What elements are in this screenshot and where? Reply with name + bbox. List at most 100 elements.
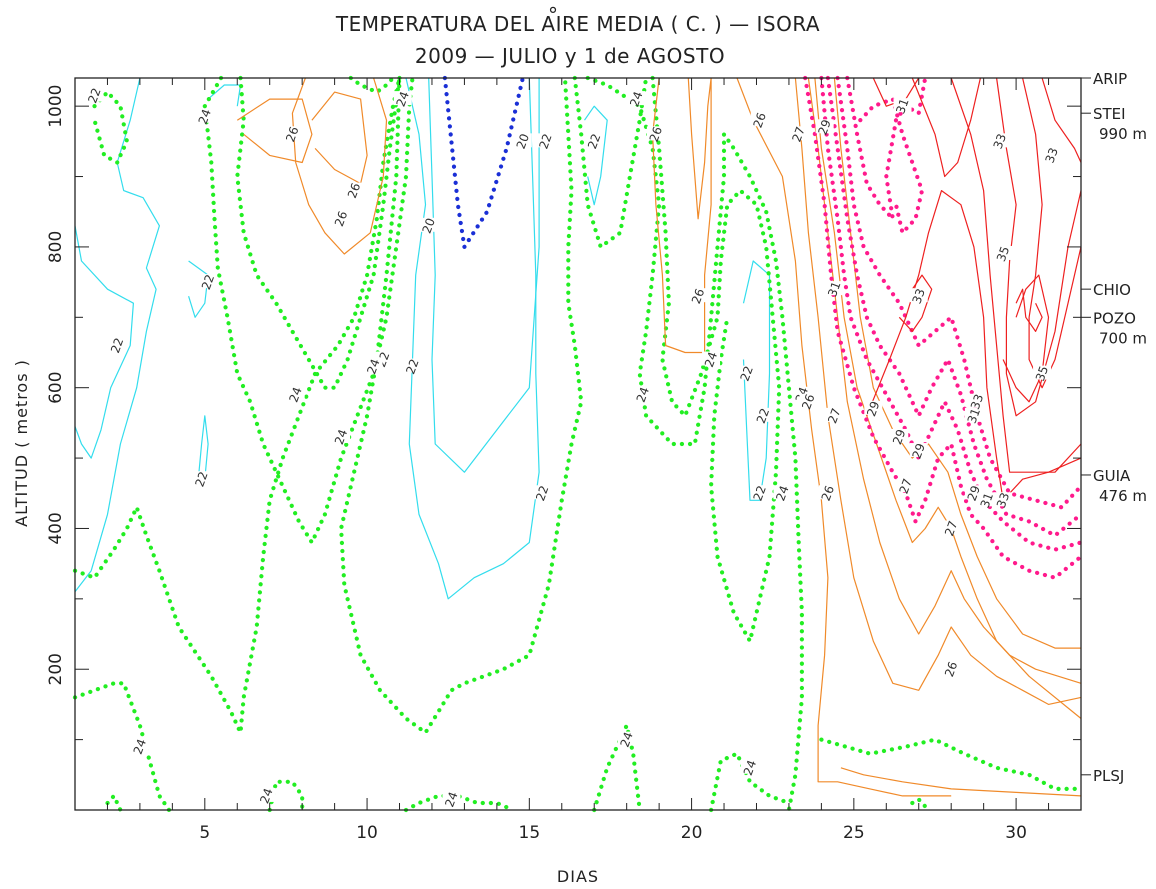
contour-label-20: 26 xyxy=(689,287,707,306)
contour-label-bg-43 xyxy=(964,407,983,422)
contour-label-bg-13 xyxy=(199,274,218,289)
x-tick-label-5: 5 xyxy=(199,823,210,843)
contour-22-8 xyxy=(584,105,608,206)
contour-24-22 xyxy=(585,75,805,813)
contour-27-36 xyxy=(833,77,1081,649)
contour-label-2: 26 xyxy=(283,125,301,144)
contour-label-bg-18 xyxy=(403,358,422,373)
station-name-pozo: POZO xyxy=(1093,309,1136,327)
y-axis-ticks: 200 400 600 800 1000 xyxy=(46,85,1081,741)
contour-label-1: 24 xyxy=(196,107,214,126)
contour-label-bg-17 xyxy=(332,428,351,443)
y-tick-label-800: 800 xyxy=(46,231,66,263)
contour-lines xyxy=(72,75,1084,813)
station-altitude-guia: 476 m xyxy=(1099,487,1147,505)
contour-label-18: 22 xyxy=(403,357,421,376)
contour-label-25: 22 xyxy=(533,484,551,503)
station-name-plsj: PLSJ xyxy=(1093,767,1124,785)
contour-label-bg-5 xyxy=(393,91,412,106)
contour-label-bg-53 xyxy=(257,787,276,802)
contour-label-bg-27 xyxy=(799,393,818,408)
contour-label-23: 22 xyxy=(754,406,772,425)
contour-24-24 xyxy=(708,751,792,813)
station-altitude-pozo: 700 m xyxy=(1099,329,1147,347)
contour-label-33: 29 xyxy=(815,118,833,137)
contour-label-bg-0 xyxy=(85,87,104,102)
contour-label-bg-51 xyxy=(942,661,961,676)
y-tick-label-600: 600 xyxy=(46,371,66,403)
contour-label-bg-29 xyxy=(818,485,837,500)
contour-label-57: 22 xyxy=(192,470,210,489)
contour-31-43 xyxy=(858,96,925,235)
contour-label-bg-46 xyxy=(896,478,915,493)
contour-label-15: 24 xyxy=(364,357,382,376)
plot-frame xyxy=(74,77,1082,811)
contour-label-38: 33 xyxy=(910,287,928,306)
contour-label-45: 35 xyxy=(1033,364,1051,383)
contour-label-0: 22 xyxy=(85,86,103,105)
contour-label-29: 26 xyxy=(819,484,837,503)
contour-label-31: 27 xyxy=(789,125,807,144)
contour-label-12: 22 xyxy=(108,336,126,355)
contour-24-15 xyxy=(235,75,402,390)
contour-label-bg-19 xyxy=(633,386,652,401)
contour-label-bg-23 xyxy=(753,407,772,422)
x-tick-label-25: 25 xyxy=(843,823,865,843)
contour-24-26 xyxy=(910,797,931,813)
x-tick-label-20: 20 xyxy=(681,823,703,843)
contour-label-bg-11 xyxy=(646,126,665,141)
contour-22-1 xyxy=(74,225,134,459)
contour-26-27 xyxy=(236,98,313,164)
contour-label-51: 26 xyxy=(942,660,960,679)
x-tick-label-15: 15 xyxy=(519,823,541,843)
contour-27-35 xyxy=(814,77,1082,719)
contour-label-bg-42 xyxy=(909,443,928,458)
y-tick-label-400: 400 xyxy=(46,512,66,544)
contour-label-bg-57 xyxy=(192,471,211,486)
contour-24-19 xyxy=(339,75,584,735)
contour-22-9 xyxy=(742,260,771,501)
chart-title-line1: TEMPERATURA DEL AIRE MEDIA ( C. ) — ISOR… xyxy=(335,12,820,36)
contour-24-11 xyxy=(72,75,402,735)
contour-20-0 xyxy=(442,75,525,249)
contour-label-bg-10 xyxy=(627,91,646,106)
contour-label-bg-36 xyxy=(1042,147,1061,162)
contour-label-35: 33 xyxy=(991,132,1009,151)
contour-label-42: 29 xyxy=(910,441,928,460)
contour-label-bg-9 xyxy=(585,133,604,148)
contour-label-bg-50 xyxy=(994,492,1013,507)
contour-label-53: 24 xyxy=(257,786,275,805)
station-name-guia: GUIA xyxy=(1093,467,1131,485)
contour-label-56: 24 xyxy=(741,758,759,777)
contour-29-40 xyxy=(825,75,1084,538)
contour-24-10 xyxy=(92,89,130,165)
contour-label-bg-49 xyxy=(977,492,996,507)
contour-label-37: 35 xyxy=(994,244,1012,263)
contour-label-bg-16 xyxy=(286,386,305,401)
contour-label-49: 31 xyxy=(978,491,996,510)
contour-label-bg-44 xyxy=(968,393,987,408)
x-axis-label: DIAS xyxy=(557,867,599,886)
degree-symbol: ° xyxy=(548,3,559,27)
contour-27-37 xyxy=(840,767,1082,797)
contour-26-30 xyxy=(651,77,712,354)
contour-26-31 xyxy=(687,77,712,220)
station-name-chio: CHIO xyxy=(1093,281,1131,299)
contour-22-6 xyxy=(405,77,540,600)
contour-label-28: 27 xyxy=(825,406,843,425)
contour-label-bg-55 xyxy=(617,731,636,746)
contour-label-bg-52 xyxy=(130,738,149,753)
contour-label-13: 22 xyxy=(199,273,217,292)
contour-33-50 xyxy=(1041,77,1082,163)
contour-label-bg-35 xyxy=(990,133,1009,148)
chart-title-line2: 2009 — JULIO y 1 de AGOSTO xyxy=(415,44,725,68)
x-tick-label-10: 10 xyxy=(356,823,378,843)
contour-24-13 xyxy=(105,793,123,813)
contour-label-bg-7 xyxy=(536,133,555,148)
contour-label-8: 20 xyxy=(420,216,438,235)
contour-label-40: 29 xyxy=(864,399,882,418)
contour-label-bg-12 xyxy=(108,337,127,352)
contour-24-21 xyxy=(592,723,642,813)
x-axis-ticks: 5 10 15 20 25 30 xyxy=(74,78,1082,843)
